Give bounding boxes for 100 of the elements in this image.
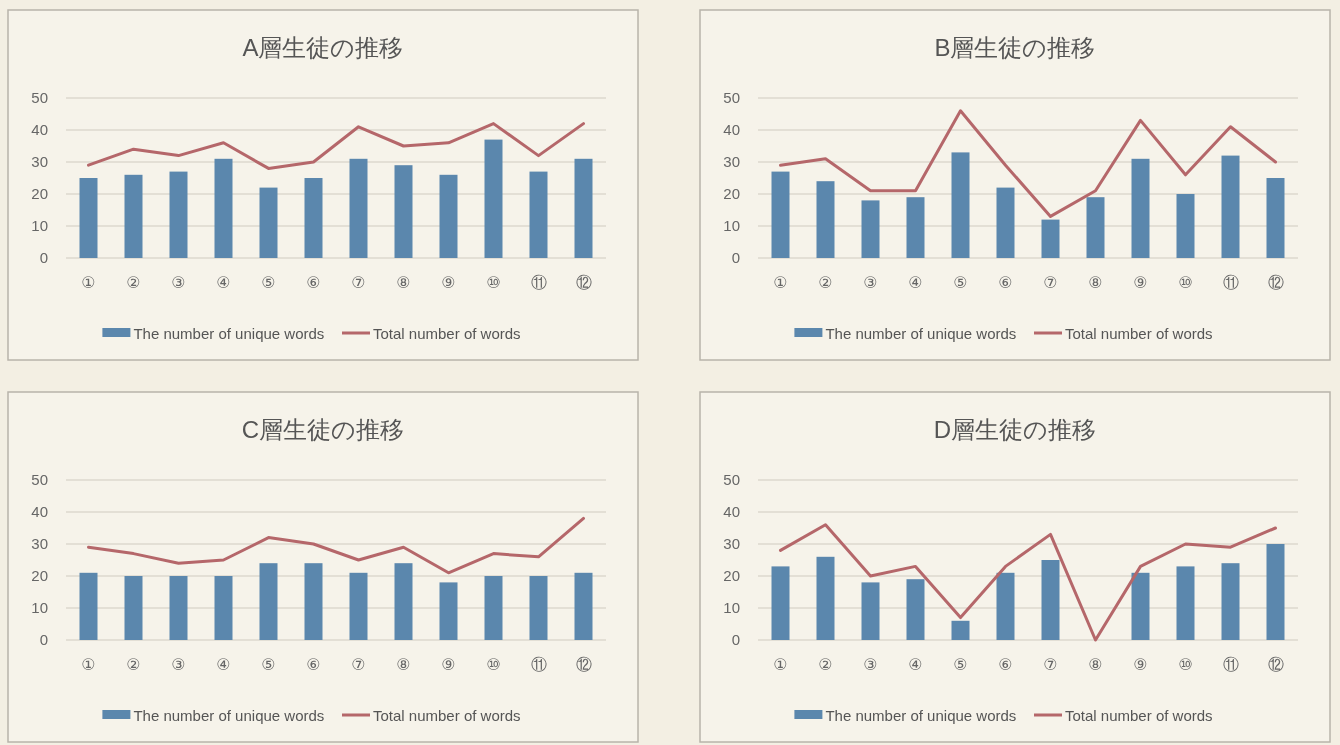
y-tick-label: 20 bbox=[723, 567, 740, 584]
bar bbox=[484, 139, 503, 258]
legend-label: Total number of words bbox=[1065, 707, 1213, 724]
chart-title: B層生徒の推移 bbox=[934, 34, 1096, 61]
chart-title: D層生徒の推移 bbox=[933, 416, 1097, 443]
bar bbox=[1086, 197, 1105, 258]
y-tick-label: 0 bbox=[731, 249, 740, 266]
y-tick-label: 30 bbox=[723, 535, 740, 552]
chart-title: A層生徒の推移 bbox=[242, 34, 404, 61]
bar bbox=[574, 572, 593, 640]
bar bbox=[214, 158, 233, 258]
x-tick-label: ③ bbox=[863, 274, 878, 291]
bar bbox=[439, 582, 458, 640]
x-tick-label: ⑥ bbox=[998, 274, 1013, 291]
x-tick-label: ⑤ bbox=[261, 656, 276, 673]
x-tick-label: ⑥ bbox=[306, 656, 321, 673]
legend-label: Total number of words bbox=[373, 707, 521, 724]
bar bbox=[529, 576, 548, 640]
x-tick-label: ⑩ bbox=[1178, 656, 1193, 673]
x-tick-label: ② bbox=[126, 656, 141, 673]
bar bbox=[861, 200, 880, 258]
x-tick-label: ⑫ bbox=[575, 274, 592, 291]
bar bbox=[484, 576, 503, 640]
bar bbox=[996, 572, 1015, 640]
x-tick-label: ③ bbox=[863, 656, 878, 673]
legend-label: Total number of words bbox=[373, 325, 521, 342]
bar bbox=[79, 178, 98, 258]
y-tick-label: 50 bbox=[723, 471, 740, 488]
x-tick-label: ⑧ bbox=[1088, 274, 1103, 291]
x-tick-label: ③ bbox=[171, 274, 186, 291]
bar bbox=[1041, 560, 1060, 640]
bar bbox=[1266, 544, 1285, 640]
y-tick-label: 10 bbox=[723, 217, 740, 234]
x-tick-label: ④ bbox=[216, 656, 231, 673]
bar bbox=[1176, 566, 1195, 640]
bar bbox=[951, 152, 970, 258]
bar bbox=[304, 178, 323, 258]
bar bbox=[816, 181, 835, 258]
bar bbox=[394, 165, 413, 258]
x-tick-label: ⑫ bbox=[1267, 274, 1284, 291]
x-tick-label: ⑥ bbox=[998, 656, 1013, 673]
x-tick-label: ⑩ bbox=[486, 274, 501, 291]
y-tick-label: 40 bbox=[31, 121, 48, 138]
bar bbox=[1131, 158, 1150, 258]
legend-label: Total number of words bbox=[1065, 325, 1213, 342]
y-tick-label: 20 bbox=[31, 567, 48, 584]
bar bbox=[574, 158, 593, 258]
x-tick-label: ⑩ bbox=[1178, 274, 1193, 291]
x-tick-label: ① bbox=[81, 274, 96, 291]
x-tick-label: ⑫ bbox=[575, 656, 592, 673]
bar bbox=[124, 576, 143, 640]
x-tick-label: ⑫ bbox=[1267, 656, 1284, 673]
bar bbox=[214, 576, 233, 640]
legend-label: The number of unique words bbox=[825, 707, 1017, 724]
x-tick-label: ① bbox=[773, 656, 788, 673]
y-tick-label: 0 bbox=[39, 249, 48, 266]
y-tick-label: 10 bbox=[31, 217, 48, 234]
y-tick-label: 30 bbox=[31, 535, 48, 552]
x-tick-label: ⑥ bbox=[306, 274, 321, 291]
y-tick-label: 40 bbox=[723, 121, 740, 138]
x-tick-label: ④ bbox=[908, 656, 923, 673]
x-tick-label: ⑪ bbox=[530, 274, 547, 291]
x-tick-label: ⑪ bbox=[530, 656, 547, 673]
bar bbox=[1176, 194, 1195, 258]
bar bbox=[906, 579, 925, 640]
bar bbox=[951, 620, 970, 640]
legend-label: The number of unique words bbox=[133, 325, 325, 342]
x-tick-label: ⑤ bbox=[953, 274, 968, 291]
x-tick-label: ② bbox=[126, 274, 141, 291]
bar bbox=[1131, 572, 1150, 640]
bar bbox=[259, 187, 278, 258]
line-series bbox=[779, 523, 1277, 642]
x-tick-label: ① bbox=[773, 274, 788, 291]
x-tick-label: ⑧ bbox=[396, 656, 411, 673]
chart-title: C層生徒の推移 bbox=[241, 416, 405, 443]
y-tick-label: 10 bbox=[723, 599, 740, 616]
x-tick-label: ⑩ bbox=[486, 656, 501, 673]
x-tick-label: ⑦ bbox=[351, 274, 366, 291]
y-tick-label: 30 bbox=[31, 153, 48, 170]
x-tick-label: ⑪ bbox=[1222, 274, 1239, 291]
y-tick-label: 0 bbox=[731, 631, 740, 648]
bar bbox=[304, 563, 323, 640]
x-tick-label: ④ bbox=[216, 274, 231, 291]
y-tick-label: 50 bbox=[723, 89, 740, 106]
bar bbox=[169, 576, 188, 640]
bar bbox=[124, 174, 143, 258]
x-tick-label: ④ bbox=[908, 274, 923, 291]
bar bbox=[1266, 178, 1285, 258]
bar bbox=[1221, 155, 1240, 258]
x-tick-label: ② bbox=[818, 656, 833, 673]
x-tick-label: ⑤ bbox=[261, 274, 276, 291]
y-tick-label: 30 bbox=[723, 153, 740, 170]
legend-label: The number of unique words bbox=[133, 707, 325, 724]
bar bbox=[906, 197, 925, 258]
y-tick-label: 50 bbox=[31, 89, 48, 106]
y-tick-label: 40 bbox=[723, 503, 740, 520]
y-tick-label: 0 bbox=[39, 631, 48, 648]
bar bbox=[816, 556, 835, 640]
bar bbox=[771, 566, 790, 640]
bar bbox=[349, 158, 368, 258]
